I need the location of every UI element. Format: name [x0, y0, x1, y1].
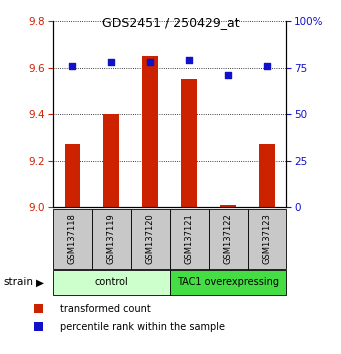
Bar [64, 144, 80, 207]
Text: percentile rank within the sample: percentile rank within the sample [60, 321, 225, 332]
Text: GSM137121: GSM137121 [184, 213, 194, 264]
Text: strain: strain [3, 278, 33, 287]
Point [70, 63, 75, 69]
Text: GSM137122: GSM137122 [224, 213, 233, 264]
Bar [181, 79, 197, 207]
Bar [131, 209, 170, 269]
Text: GSM137123: GSM137123 [263, 213, 271, 264]
Bar [248, 209, 286, 269]
Text: GSM137120: GSM137120 [146, 213, 155, 264]
Bar [170, 270, 286, 295]
Bar [170, 209, 209, 269]
Point [108, 59, 114, 65]
Text: transformed count: transformed count [60, 304, 150, 314]
Point [187, 57, 192, 63]
Point [264, 63, 270, 69]
Text: GDS2451 / 250429_at: GDS2451 / 250429_at [102, 16, 239, 29]
Text: GSM137119: GSM137119 [107, 213, 116, 264]
Bar [143, 56, 158, 207]
Text: GSM137118: GSM137118 [68, 213, 77, 264]
Bar [259, 144, 275, 207]
Text: ▶: ▶ [36, 278, 44, 287]
Bar [92, 209, 131, 269]
Bar [209, 209, 248, 269]
Point [225, 72, 231, 78]
Point [147, 59, 153, 65]
Bar [103, 114, 119, 207]
Text: control: control [94, 278, 128, 287]
Bar [220, 205, 236, 207]
Bar [53, 209, 92, 269]
Text: TAC1 overexpressing: TAC1 overexpressing [177, 278, 279, 287]
Bar [53, 270, 170, 295]
